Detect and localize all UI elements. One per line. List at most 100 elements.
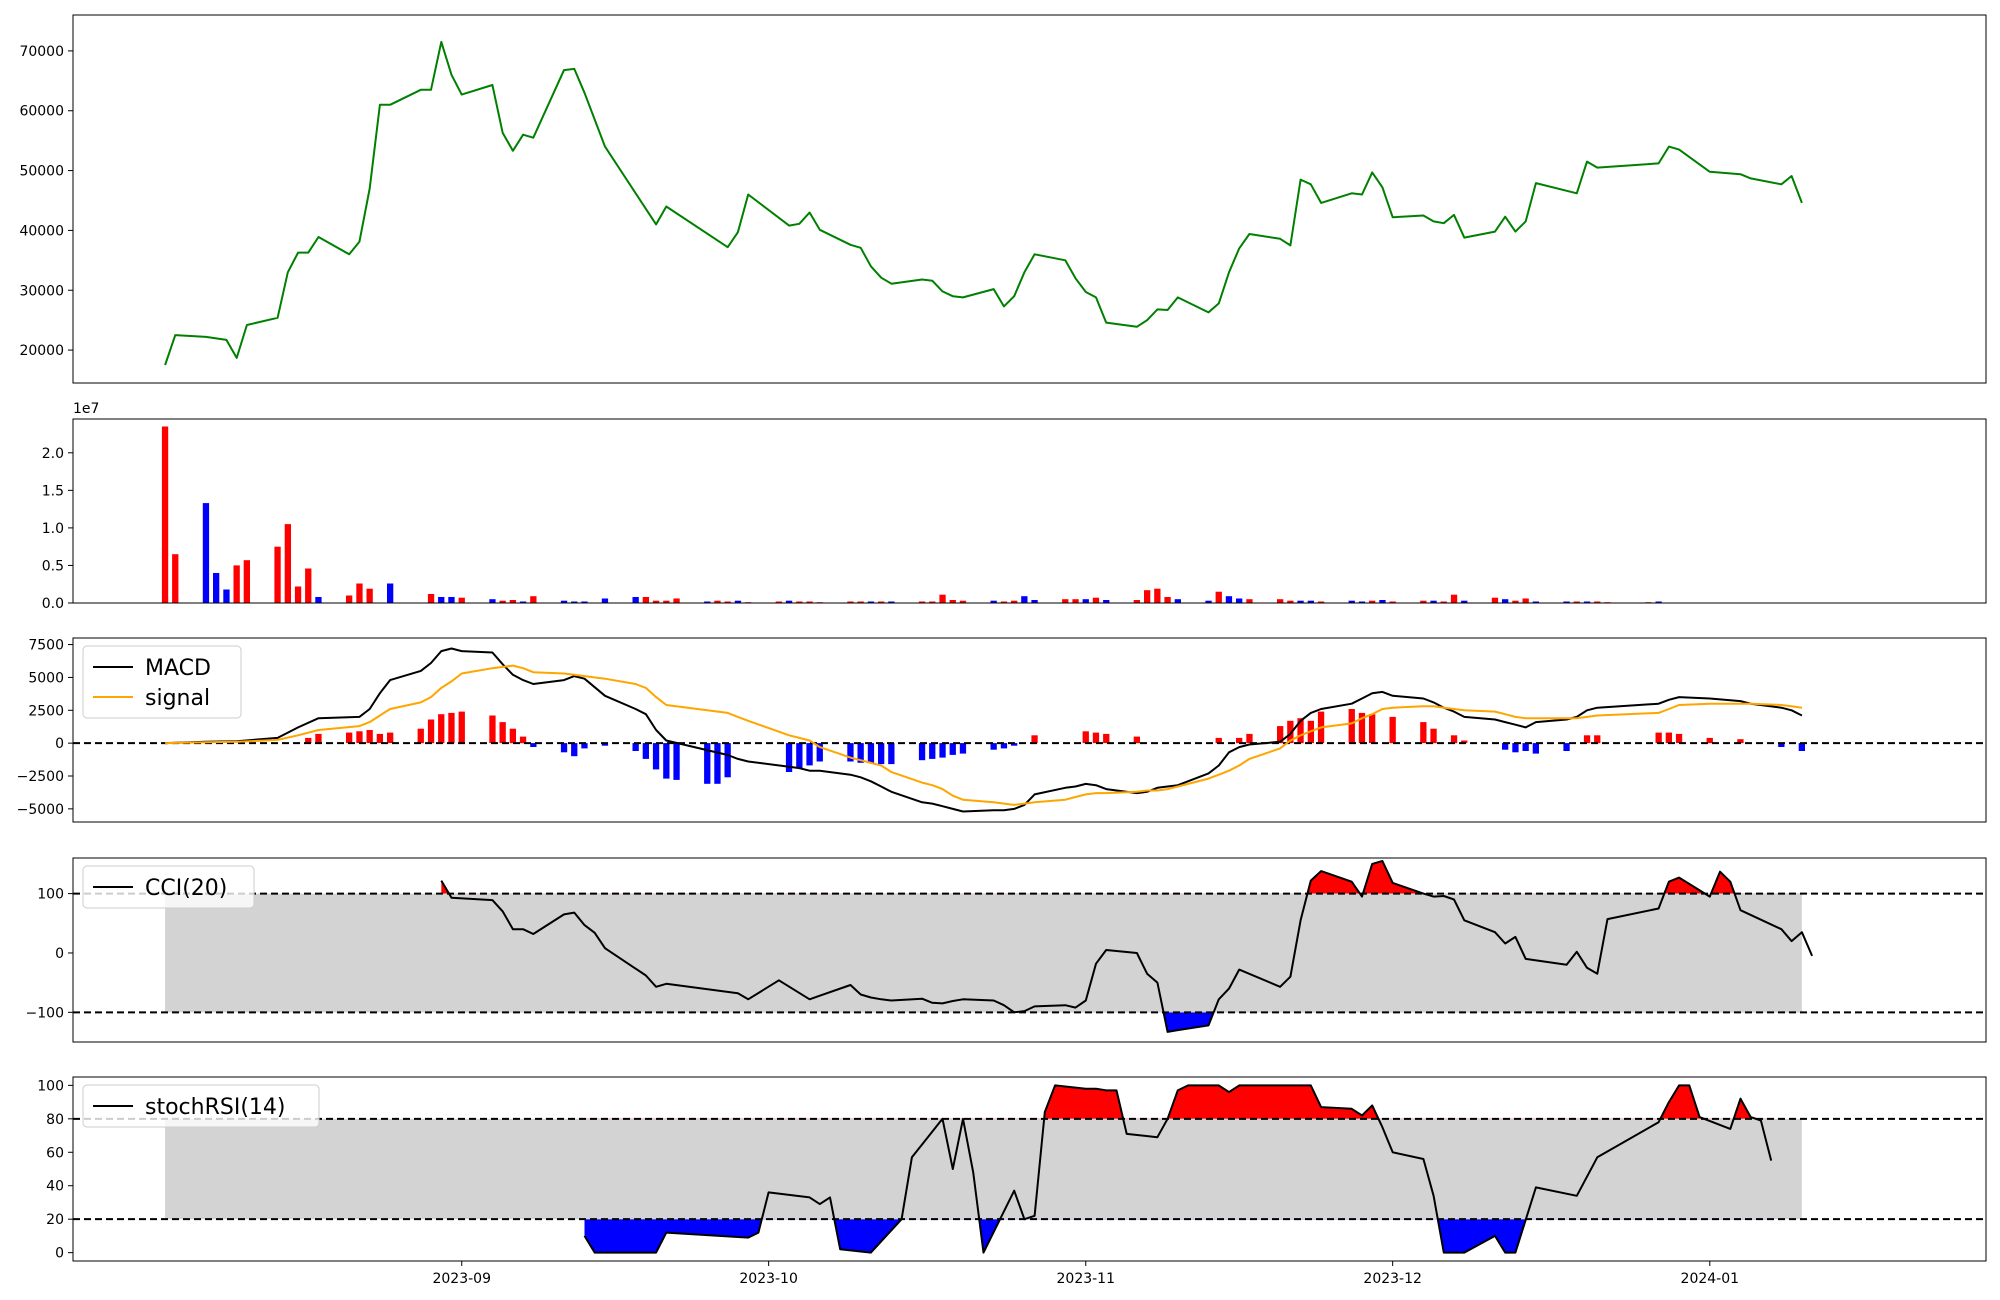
macd-histogram-bar: [1655, 732, 1662, 744]
macd-histogram-bar: [949, 743, 956, 755]
volume-bar: [1379, 600, 1386, 603]
volume-bar: [509, 600, 516, 603]
macd-histogram-bar: [448, 712, 455, 744]
volume-bar: [284, 524, 291, 603]
volume-bar: [243, 560, 250, 603]
macd-histogram-bar: [376, 733, 383, 744]
volume-bar: [1461, 600, 1468, 603]
volume-bar: [724, 601, 731, 603]
stochrsi-y-tick-label: 80: [46, 1112, 64, 1128]
volume-bar: [1512, 600, 1519, 603]
macd-histogram-bar: [663, 743, 670, 779]
macd-histogram-bar: [878, 743, 885, 765]
cci-legend-label: CCI(20): [145, 876, 227, 901]
price-line-panel: 20000 30000 40000 50000 60000 70000: [19, 14, 1987, 384]
macd-histogram-bar: [816, 743, 823, 762]
stochrsi-series-line: [583, 1084, 1773, 1254]
stochrsi-y-tick-label: 20: [46, 1212, 64, 1228]
macd-legend-label: MACD: [145, 656, 211, 681]
x-tick-label: 2023-11: [1057, 1271, 1116, 1287]
cci-oversold-fill: [1163, 1012, 1214, 1032]
volume-bar: [642, 597, 649, 603]
macd-y-tick-label: 2500: [28, 703, 64, 719]
volume-bar: [489, 599, 496, 603]
volume-bar: [1225, 596, 1233, 603]
macd-histogram-bar: [857, 743, 864, 763]
cci-series-line: [440, 860, 1814, 1033]
macd-histogram-bar: [847, 743, 854, 762]
volume-bar: [796, 601, 803, 603]
volume-bar: [274, 546, 281, 603]
x-tick-label: 2023-10: [739, 1271, 798, 1287]
macd-histogram-bar: [806, 743, 813, 766]
volume-bar: [704, 601, 711, 603]
volume-bar: [1655, 601, 1662, 603]
volume-bar: [1062, 599, 1069, 603]
volume-y-tick-label: 0.5: [42, 558, 64, 574]
volume-bar: [1491, 597, 1499, 603]
macd-histogram-bar: [427, 719, 435, 744]
macd-histogram-bar: [1297, 718, 1304, 744]
macd-histogram-bar: [673, 743, 680, 780]
stochrsi-panel: 0 20 40 60 80 100 stochRSI(14): [37, 1076, 1987, 1262]
volume-bar: [387, 583, 394, 603]
volume-bar: [1430, 600, 1437, 603]
macd-histogram-bar: [1706, 737, 1713, 744]
macd-histogram-bar: [959, 743, 967, 754]
volume-bar-panel: 0.0 0.5 1.0 1.5 2.0 1e7: [42, 401, 1987, 612]
volume-y-tick-label: 0.0: [42, 596, 64, 612]
macd-histogram-bar: [642, 743, 649, 759]
macd-histogram-bar: [1031, 735, 1038, 744]
macd-histogram-bar: [1675, 733, 1683, 744]
volume-bar: [346, 595, 353, 603]
price-y-tick-label: 70000: [19, 44, 64, 60]
macd-histogram-bar: [1420, 722, 1427, 744]
volume-bar: [867, 601, 875, 603]
volume-bar: [1297, 600, 1304, 603]
volume-bar: [990, 600, 997, 603]
cci-y-tick-label: 100: [37, 887, 64, 903]
volume-bar: [519, 601, 527, 603]
stochrsi-y-tick-label: 40: [46, 1179, 64, 1195]
macd-y-tick-label: −2500: [17, 769, 64, 785]
volume-y-tick-label: 1.5: [42, 483, 64, 499]
macd-histogram-bar: [785, 743, 793, 772]
macd-histogram-bar: [1082, 731, 1089, 744]
volume-bar: [1205, 600, 1212, 603]
volume-bar: [1133, 600, 1140, 603]
cci-frame: [72, 857, 1987, 1043]
macd-histogram-bar: [387, 732, 394, 744]
volume-bar: [949, 600, 956, 603]
volume-bar: [233, 565, 240, 603]
macd-histogram-bar: [1563, 743, 1570, 751]
macd-histogram-bar: [1215, 737, 1222, 744]
x-tick-label: 2024-01: [1681, 1271, 1740, 1287]
volume-bar: [1011, 600, 1018, 603]
macd-histogram-bar: [305, 737, 312, 744]
macd-histogram-bar: [1532, 743, 1539, 754]
stochrsi-neutral-band: [165, 1118, 1802, 1220]
volume-bar: [1502, 599, 1509, 603]
macd-histogram-bar: [1512, 743, 1519, 753]
macd-series-line: [165, 664, 1803, 806]
volume-bar: [1450, 594, 1458, 603]
macd-histogram-bar: [417, 728, 424, 744]
volume-bar: [294, 586, 302, 603]
macd-histogram-bar: [704, 743, 711, 784]
volume-bar: [652, 600, 660, 603]
macd-histogram-bar: [1011, 743, 1018, 746]
x-tick-label: 2023-09: [432, 1271, 491, 1287]
volume-bar: [888, 601, 895, 603]
volume-bar: [775, 601, 782, 603]
volume-bar: [1246, 599, 1253, 603]
macd-histogram-bar: [571, 743, 578, 757]
cci-overbought-fill: [441, 861, 1813, 894]
volume-bar: [1583, 601, 1591, 603]
macd-histogram-bar: [929, 743, 936, 759]
macd-histogram-bar: [1665, 732, 1672, 744]
price-y-tick-label: 20000: [19, 343, 64, 359]
macd-histogram-bar: [499, 722, 506, 744]
volume-offset-label: 1e7: [73, 401, 99, 417]
